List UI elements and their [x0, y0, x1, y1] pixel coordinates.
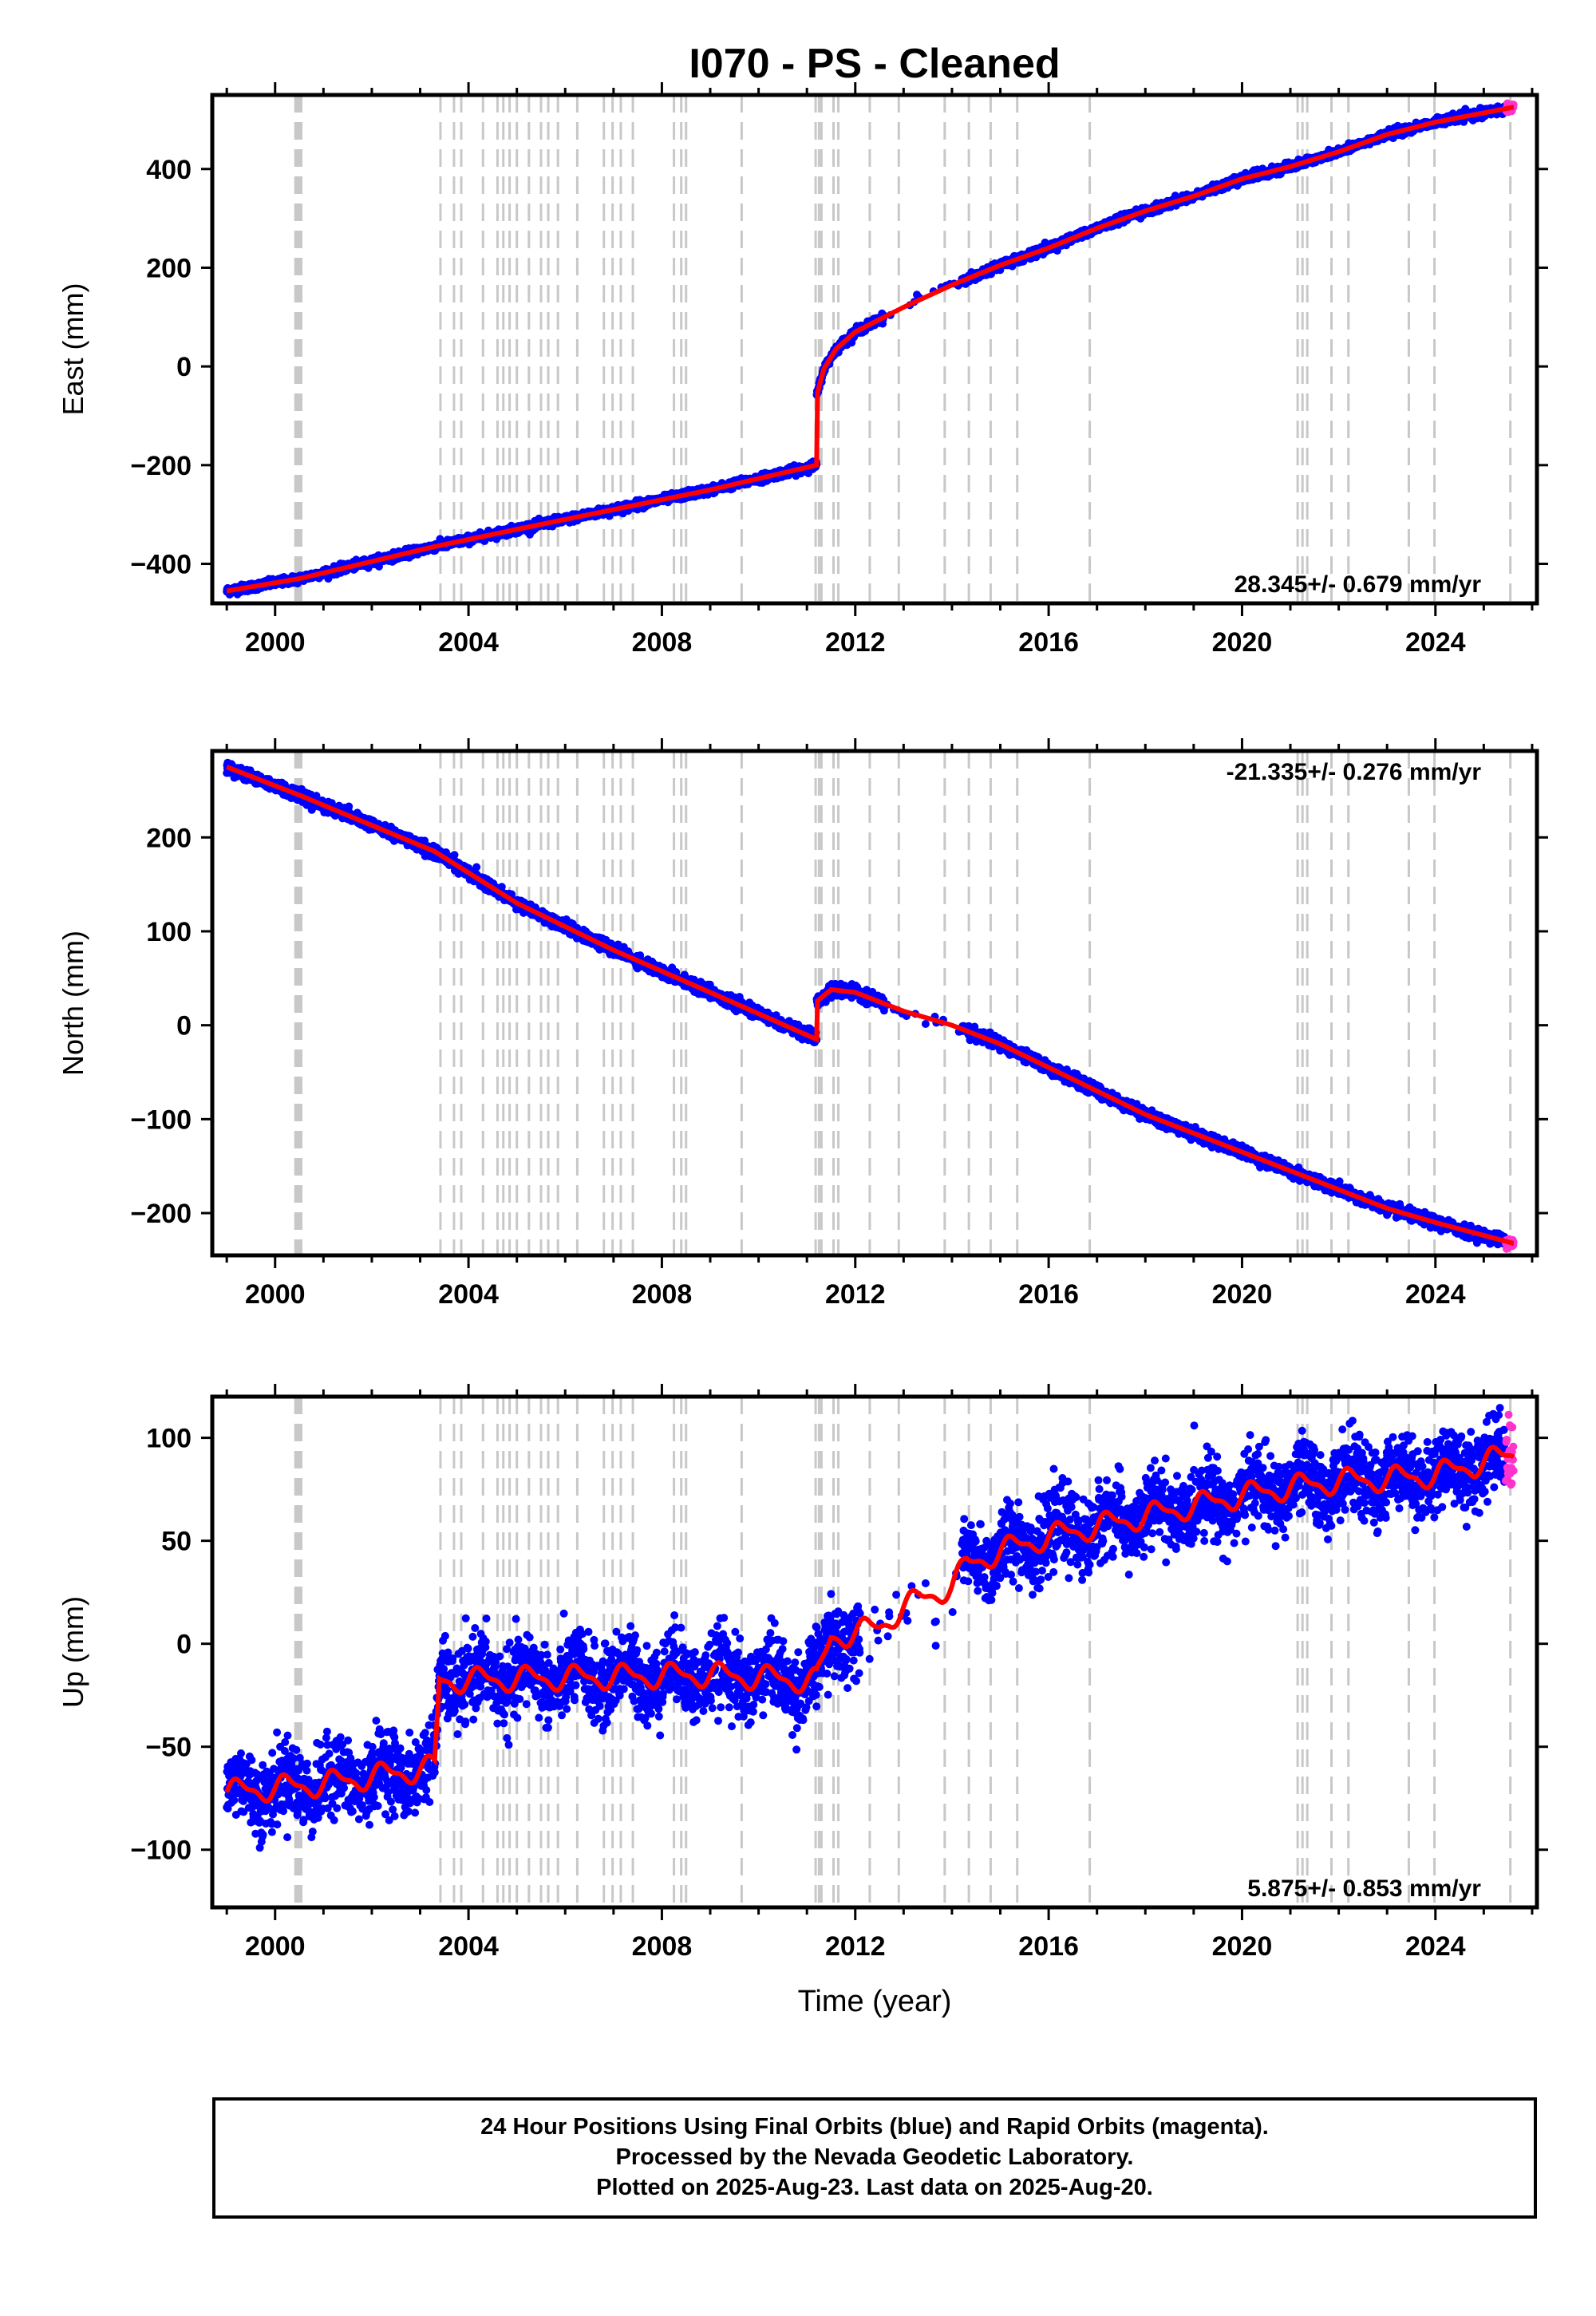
- panel-east: −400 −200 0 200 400 2000 2004 2008 2012 2016 2020 2…: [57, 82, 1548, 658]
- y-axis-label: East (mm): [57, 283, 89, 416]
- y-tick-label: 400: [146, 155, 192, 185]
- panels: −400 −200 0 200 400 2000 2004 2008 2012 2016 2020 2…: [57, 82, 1548, 1962]
- x-tick-label: 2012: [825, 627, 886, 658]
- rate-label: 28.345+/- 0.679 mm/yr: [1235, 571, 1482, 598]
- y-tick-label: −200: [130, 451, 192, 481]
- final-orbit-point: [345, 802, 354, 811]
- y-tick-label: 0: [176, 352, 192, 382]
- x-tick-label: 2004: [438, 627, 499, 658]
- y-tick-label: 200: [146, 253, 192, 283]
- y-tick-label: −400: [130, 550, 192, 580]
- chart-title: I070 - PS - Cleaned: [689, 41, 1060, 87]
- x-tick-label: 2016: [1018, 627, 1079, 658]
- x-tick-label: 2020: [1212, 627, 1273, 658]
- plot-frame: [210, 93, 1539, 606]
- x-tick-label: 2008: [632, 627, 693, 658]
- x-tick-label: 2024: [1405, 627, 1466, 658]
- x-tick-label: 2000: [245, 627, 306, 658]
